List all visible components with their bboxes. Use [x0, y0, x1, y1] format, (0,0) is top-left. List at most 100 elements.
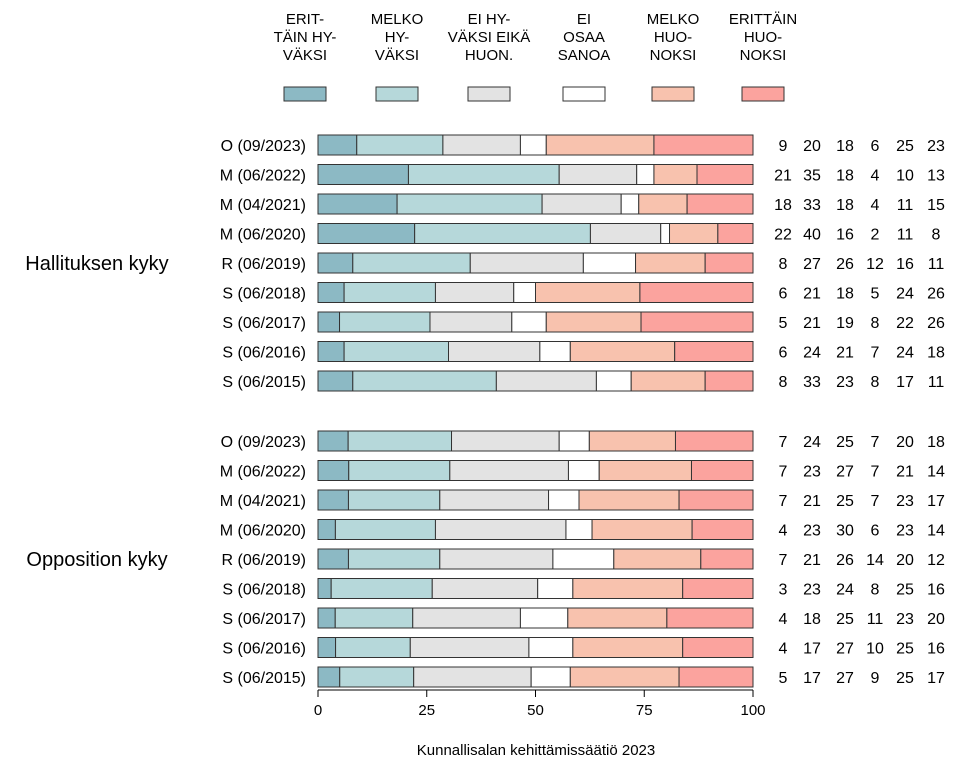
- value-label: 11: [897, 227, 914, 244]
- bar-segment: [317, 666, 341, 688]
- bar-segment: [439, 548, 554, 570]
- source-note: Kunnallisalan kehittämissäätiö 2023: [417, 742, 655, 759]
- group-label: Opposition kyky: [26, 549, 167, 571]
- value-label: 2: [871, 227, 880, 244]
- value-label: 6: [779, 286, 788, 303]
- value-label: 27: [803, 256, 821, 273]
- value-label: 27: [836, 464, 854, 481]
- legend-swatch: [283, 86, 327, 102]
- value-label: 8: [779, 256, 788, 273]
- bar-segment: [682, 637, 754, 658]
- bar-segment: [442, 134, 521, 156]
- value-label: 21: [803, 552, 821, 569]
- bar-segment: [704, 370, 754, 392]
- legend-label: MELKO HY-VÄKSI: [371, 11, 424, 64]
- value-label: 16: [896, 256, 914, 273]
- value-label: 13: [927, 168, 945, 185]
- row-label: M (06/2022): [220, 168, 306, 185]
- bar-segment: [317, 252, 354, 274]
- value-label: 4: [871, 168, 880, 185]
- bar-segment: [347, 548, 441, 570]
- value-label: 18: [803, 611, 821, 628]
- bar-segment: [519, 134, 547, 156]
- bar-segment: [317, 282, 345, 303]
- value-label: 5: [779, 670, 788, 687]
- value-label: 17: [927, 670, 945, 687]
- bar-row: M (06/2022) 7 23 27 7 21 14: [220, 460, 945, 481]
- bar-segment: [519, 607, 569, 629]
- value-label: 5: [871, 286, 880, 303]
- bar-segment: [409, 637, 530, 658]
- value-label: 18: [836, 286, 854, 303]
- bar-segment: [690, 460, 754, 481]
- bar-segment: [339, 311, 431, 333]
- bar-segment: [630, 370, 706, 392]
- bar-row: S (06/2017) 4 18 25 11 23 20: [222, 607, 945, 629]
- bar-segment: [589, 223, 662, 244]
- bar-segment: [317, 341, 345, 362]
- bar-segment: [567, 460, 600, 481]
- legend-item: EI OSAA SANOA: [558, 11, 610, 102]
- bar-segment: [356, 134, 444, 156]
- value-label: 20: [896, 434, 914, 451]
- bar-segment: [317, 578, 332, 599]
- bar-segment: [339, 666, 415, 688]
- bar-row: S (06/2018) 6 21 18 5 24 26: [222, 282, 945, 303]
- bar-segment: [669, 223, 719, 244]
- value-label: 6: [871, 138, 880, 155]
- group: Opposition kyky O (09/2023) 7 24 25 7 20 18 M (0…: [26, 430, 945, 688]
- row-label: M (06/2020): [220, 523, 306, 540]
- value-label: 24: [836, 582, 854, 599]
- value-label: 25: [896, 582, 914, 599]
- value-label: 6: [779, 345, 788, 362]
- bar-segment: [317, 548, 349, 570]
- bar-segment: [545, 134, 655, 156]
- bar-segment: [582, 252, 637, 274]
- bar-segment: [660, 223, 671, 244]
- value-label: 40: [803, 227, 821, 244]
- bar-segment: [317, 311, 341, 333]
- value-label: 11: [928, 374, 945, 391]
- bar-segment: [535, 282, 641, 303]
- bar-segment: [678, 489, 754, 511]
- value-label: 8: [871, 315, 880, 332]
- value-label: 23: [803, 523, 821, 540]
- bar-segment: [330, 578, 433, 599]
- bar-segment: [317, 489, 349, 511]
- value-label: 18: [836, 168, 854, 185]
- value-label: 17: [896, 374, 914, 391]
- value-label: 7: [779, 493, 788, 510]
- value-label: 8: [932, 227, 941, 244]
- value-label: 17: [803, 670, 821, 687]
- legend-label: ERITTÄIN HUO-NOKSI: [729, 11, 797, 64]
- value-label: 21: [803, 286, 821, 303]
- legend-swatch: [467, 86, 511, 102]
- legend-item: ERIT-TÄIN HY-VÄKSI: [274, 11, 336, 102]
- value-label: 18: [836, 138, 854, 155]
- value-label: 18: [927, 345, 945, 362]
- bar-segment: [317, 519, 336, 540]
- value-label: 4: [779, 523, 788, 540]
- value-label: 15: [927, 197, 945, 214]
- bar-row: S (06/2018) 3 23 24 8 25 16: [222, 578, 945, 599]
- value-label: 26: [927, 315, 945, 332]
- value-label: 27: [836, 641, 854, 658]
- bar-segment: [569, 341, 676, 362]
- bar-segment: [434, 519, 567, 540]
- bar-segment: [513, 282, 536, 303]
- value-label: 24: [896, 345, 914, 362]
- value-label: 7: [871, 434, 880, 451]
- row-label: O (09/2023): [221, 434, 306, 451]
- bar-segment: [334, 607, 414, 629]
- bar-segment: [317, 134, 358, 156]
- value-label: 14: [927, 464, 945, 481]
- value-label: 30: [836, 523, 854, 540]
- bar-row: S (06/2016) 6 24 21 7 24 18: [222, 341, 945, 362]
- bar-segment: [396, 193, 543, 215]
- value-label: 4: [871, 197, 880, 214]
- value-label: 17: [927, 493, 945, 510]
- bar-segment: [511, 311, 547, 333]
- value-label: 12: [866, 256, 884, 273]
- value-label: 24: [896, 286, 914, 303]
